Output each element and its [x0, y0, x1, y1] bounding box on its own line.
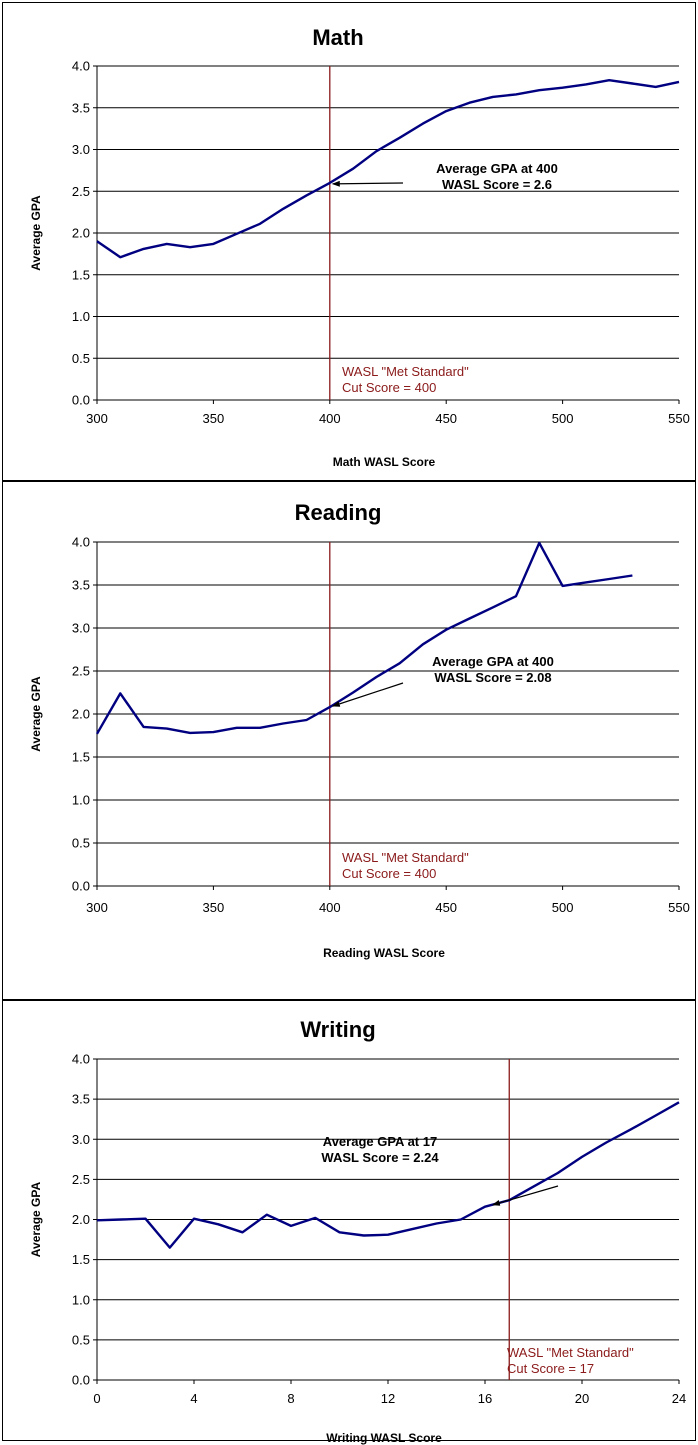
tick-label-y: 1.0	[72, 1292, 90, 1307]
tick-label-y: 0.5	[72, 351, 90, 366]
cut-score-label: WASL "Met Standard"	[342, 850, 469, 865]
tick-label-x: 450	[435, 900, 457, 915]
tick-label-x: 0	[93, 1391, 100, 1406]
tick-label-y: 2.5	[72, 1172, 90, 1187]
series-line	[95, 541, 633, 735]
tick-label-y: 1.5	[72, 267, 90, 282]
reading-chart: Reading 0.0 0.5 1.0 1.5 2.0 2.5 3.0 3.5 4.0 300 350…	[29, 500, 690, 960]
cut-score-label: WASL "Met Standard"	[507, 1345, 634, 1360]
y-axis-label: Average GPA	[29, 676, 43, 752]
tick-label-x: 500	[552, 900, 574, 915]
cut-score-label: Cut Score = 17	[507, 1361, 594, 1376]
x-axis-label: Math WASL Score	[333, 455, 436, 469]
math-chart: Math 0.0 0.5 1.0 1.5 2.0 2.5 3.0 3.5 4.0 300 350 400…	[29, 25, 690, 469]
tick-label-y: 1.0	[72, 309, 90, 324]
tick-label-x: 500	[552, 411, 574, 426]
annotation-arrow	[331, 180, 404, 187]
tick-label-x: 350	[203, 900, 225, 915]
tick-label-x: 12	[381, 1391, 395, 1406]
tick-label-y: 2.0	[72, 226, 90, 241]
x-axis-label: Writing WASL Score	[326, 1431, 442, 1445]
tick-label-y: 1.5	[72, 750, 90, 765]
tick-label-x: 20	[575, 1391, 589, 1406]
tick-label-y: 3.0	[72, 1132, 90, 1147]
annotation-text: WASL Score = 2.24	[321, 1150, 439, 1165]
tick-label-y: 1.5	[72, 1252, 90, 1267]
tick-label-y: 0.0	[72, 393, 90, 408]
annotation-text: WASL Score = 2.6	[442, 177, 552, 192]
tick-label-x: 300	[86, 900, 108, 915]
annotation-arrow	[331, 682, 404, 707]
tick-label-y: 4.0	[72, 1052, 90, 1067]
cut-score-label: Cut Score = 400	[342, 380, 436, 395]
series-line	[96, 1101, 680, 1249]
tick-label-y: 1.0	[72, 793, 90, 808]
tick-label-x: 24	[672, 1391, 686, 1406]
y-axis-label: Average GPA	[29, 195, 43, 271]
tick-label-y: 0.0	[72, 879, 90, 894]
tick-label-x: 550	[668, 411, 690, 426]
chart-title: Writing	[300, 1017, 375, 1042]
tick-label-y: 2.5	[72, 184, 90, 199]
annotation-text: Average GPA at 400	[436, 161, 558, 176]
tick-label-y: 3.0	[72, 142, 90, 157]
tick-label-y: 3.5	[72, 1092, 90, 1107]
y-axis-label: Average GPA	[29, 1181, 43, 1257]
tick-label-x: 300	[86, 411, 108, 426]
tick-label-x: 8	[287, 1391, 294, 1406]
tick-label-y: 3.5	[72, 100, 90, 115]
tick-label-x: 350	[203, 411, 225, 426]
tick-label-x: 400	[319, 900, 341, 915]
tick-label-x: 550	[668, 900, 690, 915]
annotation-text: Average GPA at 17	[323, 1134, 437, 1149]
chart-title: Reading	[295, 500, 382, 525]
x-axis-label: Reading WASL Score	[323, 946, 445, 960]
tick-label-y: 2.5	[72, 664, 90, 679]
annotation-text: WASL Score = 2.08	[434, 670, 551, 685]
tick-label-x: 400	[319, 411, 341, 426]
tick-label-y: 4.0	[72, 535, 90, 550]
tick-label-y: 3.0	[72, 621, 90, 636]
annotation-text: Average GPA at 400	[432, 654, 554, 669]
tick-label-y: 2.0	[72, 707, 90, 722]
tick-label-x: 4	[190, 1391, 197, 1406]
writing-chart: Writing 0.0 0.5 1.0 1.5 2.0 2.5 3.0 3.5 4.0 0 4 8 12 1…	[29, 1017, 686, 1445]
tick-label-y: 3.5	[72, 578, 90, 593]
annotation-arrow	[491, 1185, 559, 1206]
tick-label-y: 0.5	[72, 836, 90, 851]
chart-title: Math	[312, 25, 363, 50]
tick-label-y: 4.0	[72, 59, 90, 74]
tick-label-y: 0.5	[72, 1332, 90, 1347]
cut-score-label: Cut Score = 400	[342, 866, 436, 881]
tick-label-x: 450	[435, 411, 457, 426]
tick-label-x: 16	[478, 1391, 492, 1406]
series-line	[96, 78, 680, 259]
cut-score-label: WASL "Met Standard"	[342, 364, 469, 379]
tick-label-y: 0.0	[72, 1373, 90, 1388]
tick-label-y: 2.0	[72, 1212, 90, 1227]
